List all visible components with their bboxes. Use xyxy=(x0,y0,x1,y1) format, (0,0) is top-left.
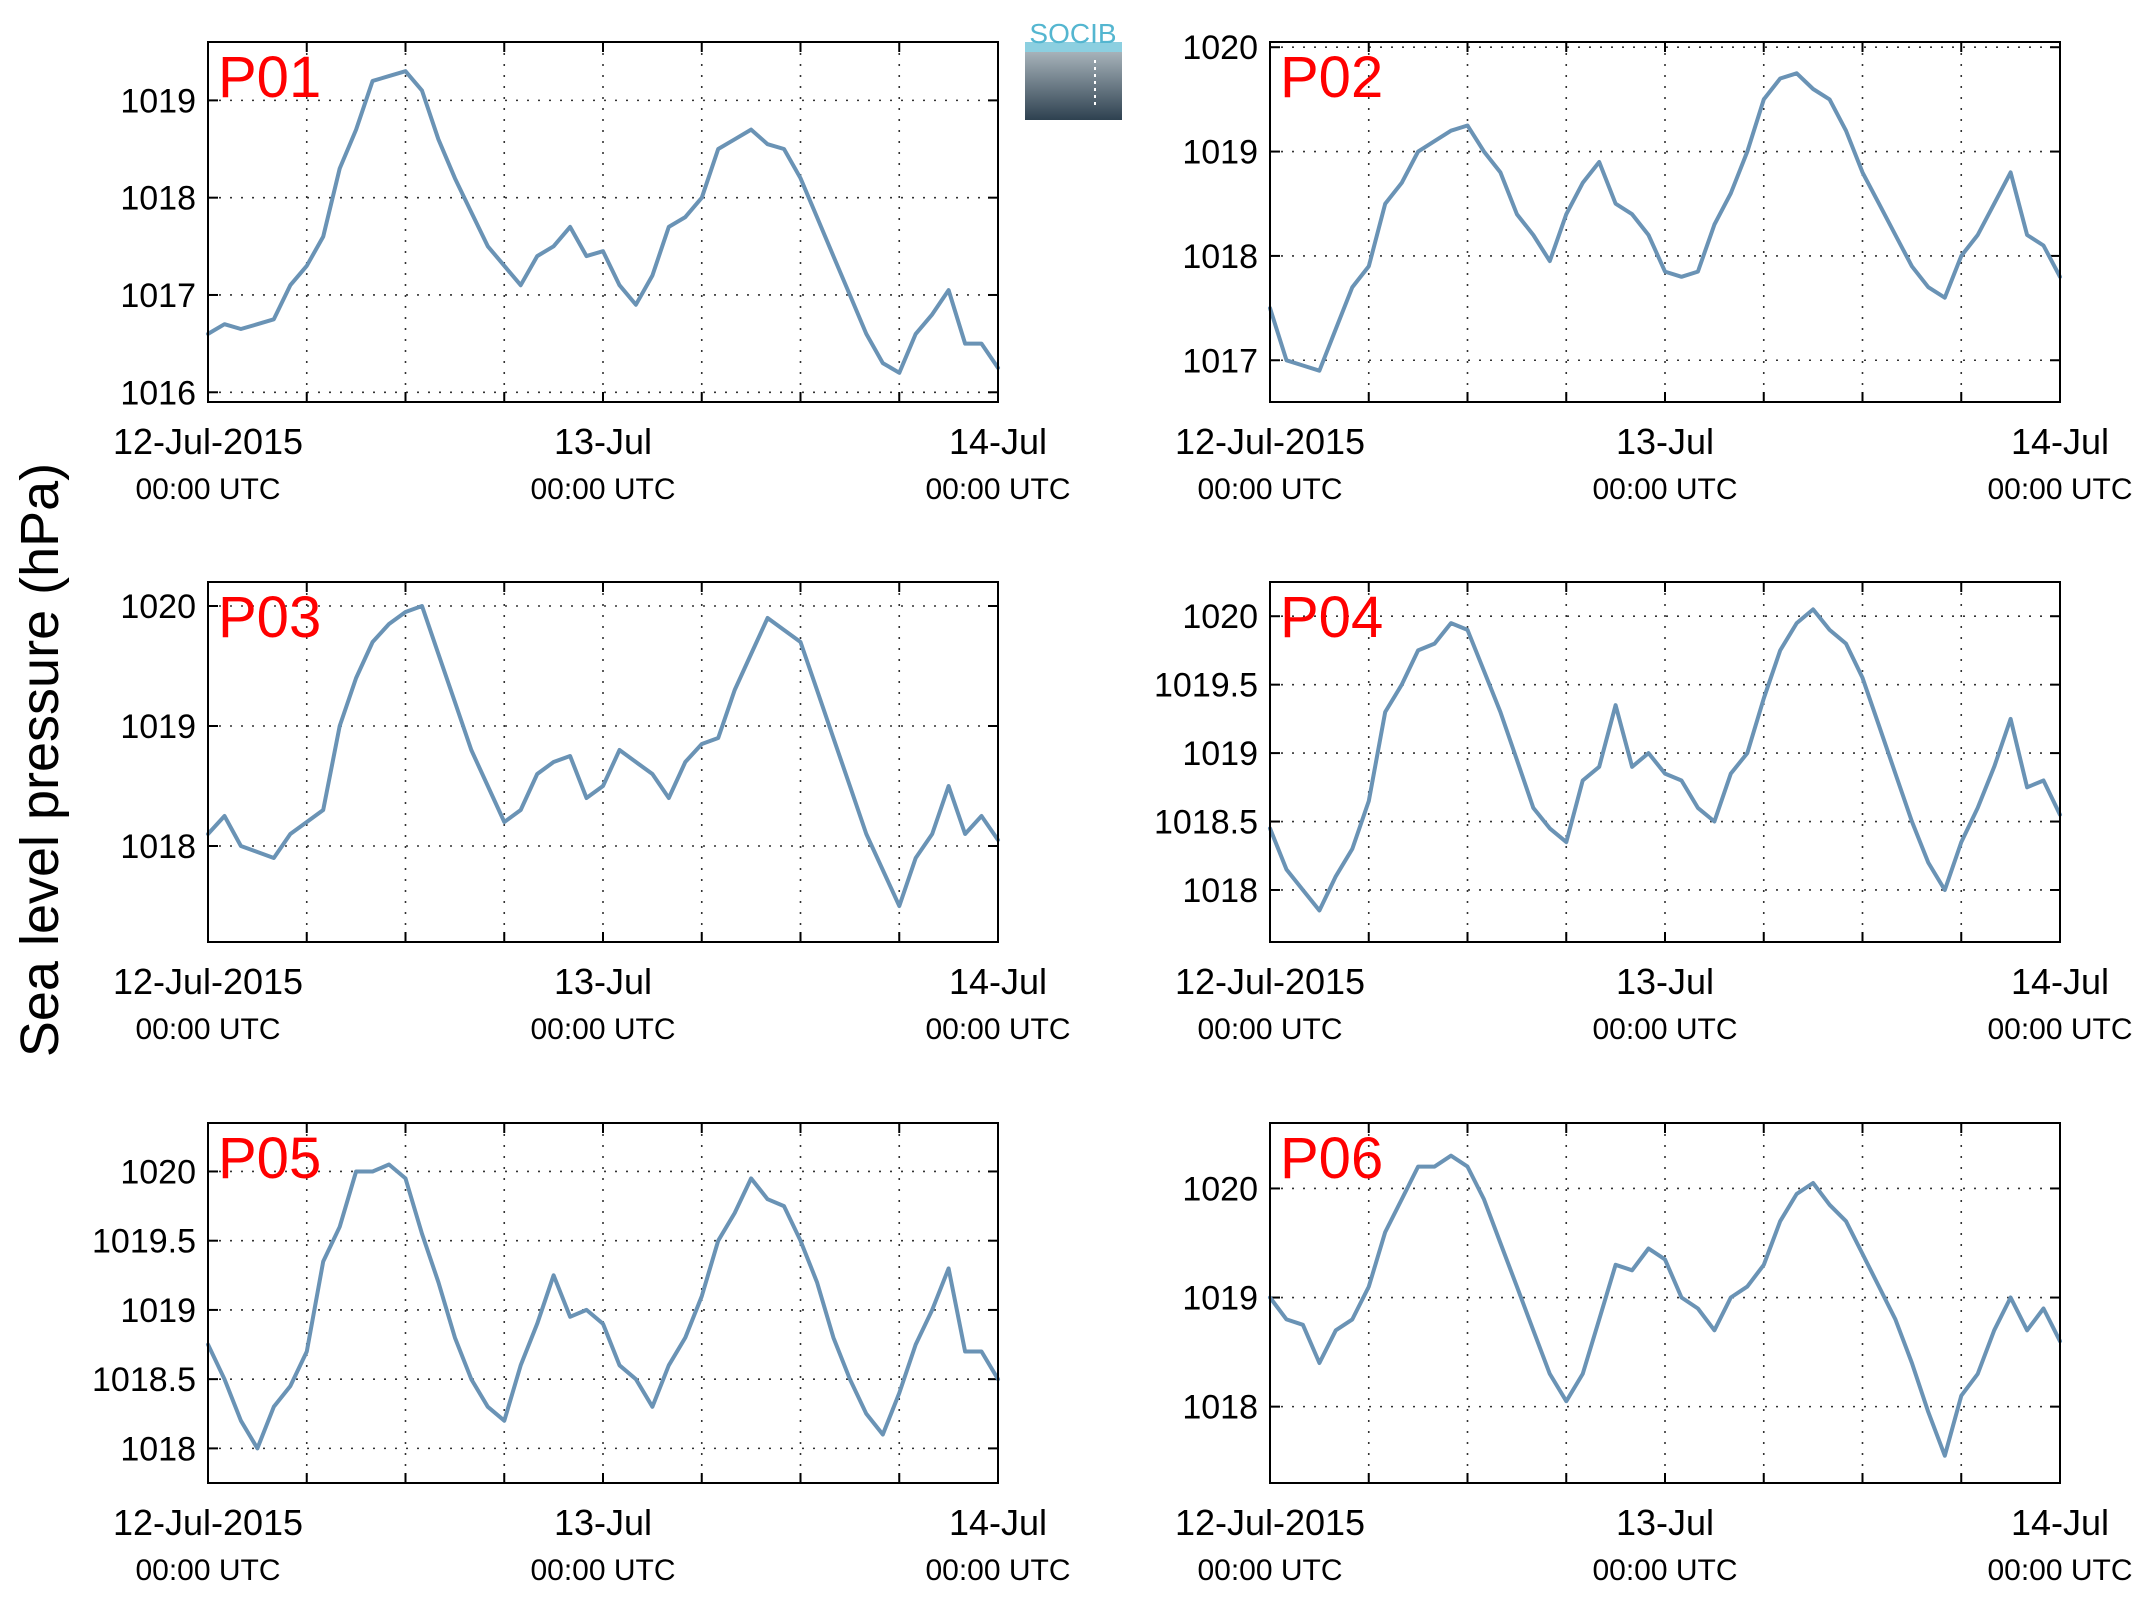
panel-label: P04 xyxy=(1280,585,1383,650)
x-tick-label-date: 14-Jul xyxy=(2011,1502,2109,1543)
series-line-p06 xyxy=(1268,1153,2062,1458)
series-line-p01 xyxy=(206,69,1000,375)
x-tick-label-time: 00:00 UTC xyxy=(530,473,675,506)
y-tick-label: 1016 xyxy=(120,374,196,412)
x-tick-label-date: 14-Jul xyxy=(949,961,1047,1002)
y-axis-label: Sea level pressure (hPa) xyxy=(10,463,70,1057)
logo-band xyxy=(1025,42,1122,52)
x-tick-label-time: 00:00 UTC xyxy=(135,1554,280,1587)
panel-p04: 1018 1018.5 1019 1019.5 1020 12-Jul-2015 00:00… xyxy=(1154,581,2133,1046)
logo-badge xyxy=(1025,42,1122,120)
y-tick-label: 1019.5 xyxy=(1154,667,1258,705)
panel-p02: 1017 1018 1019 1020 12-Jul-2015 00:00 UTC 13-J… xyxy=(1175,29,2133,506)
axes-frame xyxy=(207,581,999,943)
y-tick-label: 1018 xyxy=(1182,1389,1258,1427)
x-tick-label-date: 12-Jul-2015 xyxy=(1175,421,1365,462)
panel-p03: 1018 1019 1020 12-Jul-2015 00:00 UTC 13-Jul 00… xyxy=(113,581,1071,1046)
y-tick-label: 1020 xyxy=(1182,598,1258,636)
panel-label: P03 xyxy=(218,585,321,650)
x-tick-label-time: 00:00 UTC xyxy=(530,1554,675,1587)
x-tick-label-time: 00:00 UTC xyxy=(925,473,1070,506)
series-line-p03 xyxy=(206,604,1000,908)
panel-label: P06 xyxy=(1280,1126,1383,1191)
x-tick-label-time: 00:00 UTC xyxy=(1987,473,2132,506)
x-tick-label-time: 00:00 UTC xyxy=(1197,473,1342,506)
x-tick-label-date: 14-Jul xyxy=(2011,961,2109,1002)
socib-logo: SOCIB xyxy=(1025,18,1122,120)
series-line-p05 xyxy=(206,1162,1000,1451)
axes-frame xyxy=(1269,1122,2061,1484)
x-tick-label-date: 13-Jul xyxy=(1616,1502,1714,1543)
y-tick-label: 1019.5 xyxy=(92,1223,196,1261)
y-tick-label: 1019 xyxy=(120,708,196,746)
y-tick-label: 1018.5 xyxy=(1154,804,1258,842)
x-tick-label-date: 12-Jul-2015 xyxy=(113,1502,303,1543)
x-tick-label-time: 00:00 UTC xyxy=(925,1013,1070,1046)
x-tick-label-date: 12-Jul-2015 xyxy=(1175,961,1365,1002)
y-tick-label: 1019 xyxy=(120,1292,196,1330)
x-tick-label-time: 00:00 UTC xyxy=(135,473,280,506)
x-tick-label-date: 13-Jul xyxy=(554,1502,652,1543)
y-tick-label: 1018.5 xyxy=(92,1361,196,1399)
axes-frame xyxy=(207,41,999,403)
axes-frame xyxy=(207,1122,999,1484)
y-tick-label: 1019 xyxy=(1182,1280,1258,1318)
x-tick-label-time: 00:00 UTC xyxy=(1197,1013,1342,1046)
x-tick-label-date: 14-Jul xyxy=(949,1502,1047,1543)
x-tick-label-time: 00:00 UTC xyxy=(925,1554,1070,1587)
series-line-p04 xyxy=(1268,607,2062,913)
panel-p01: 1016 1017 1018 1019 12-Jul-2015 00:00 UTC 13-J… xyxy=(113,41,1071,506)
panel-p06: 1018 1019 1020 12-Jul-2015 00:00 UTC 13-Jul 00… xyxy=(1175,1122,2133,1587)
y-tick-label: 1020 xyxy=(120,1153,196,1191)
x-tick-label-date: 12-Jul-2015 xyxy=(1175,1502,1365,1543)
x-tick-label-time: 00:00 UTC xyxy=(1592,473,1737,506)
x-tick-label-time: 00:00 UTC xyxy=(1592,1554,1737,1587)
y-tick-label: 1020 xyxy=(1182,29,1258,67)
axes-frame xyxy=(1269,581,2061,943)
x-tick-label-time: 00:00 UTC xyxy=(530,1013,675,1046)
y-tick-label: 1018 xyxy=(1182,872,1258,910)
y-tick-label: 1017 xyxy=(1182,342,1258,380)
y-tick-label: 1018 xyxy=(120,180,196,218)
x-tick-label-date: 14-Jul xyxy=(2011,421,2109,462)
panel-label: P01 xyxy=(218,45,321,110)
x-tick-label-time: 00:00 UTC xyxy=(135,1013,280,1046)
x-tick-label-date: 12-Jul-2015 xyxy=(113,421,303,462)
x-tick-label-time: 00:00 UTC xyxy=(1987,1554,2132,1587)
panel-label: P02 xyxy=(1280,45,1383,110)
y-tick-label: 1017 xyxy=(120,277,196,315)
panel-p05: 1018 1018.5 1019 1019.5 1020 12-Jul-2015 00:00… xyxy=(92,1122,1071,1587)
x-tick-label-time: 00:00 UTC xyxy=(1197,1554,1342,1587)
x-tick-label-date: 12-Jul-2015 xyxy=(113,961,303,1002)
y-tick-label: 1019 xyxy=(1182,134,1258,172)
x-tick-label-time: 00:00 UTC xyxy=(1987,1013,2132,1046)
x-tick-label-date: 13-Jul xyxy=(1616,421,1714,462)
y-tick-label: 1020 xyxy=(1182,1170,1258,1208)
y-tick-label: 1018 xyxy=(120,828,196,866)
y-tick-label: 1019 xyxy=(1182,735,1258,773)
y-tick-label: 1018 xyxy=(120,1430,196,1468)
panel-label: P05 xyxy=(218,1126,321,1191)
x-tick-label-date: 13-Jul xyxy=(1616,961,1714,1002)
x-tick-label-date: 13-Jul xyxy=(554,961,652,1002)
series-line-p02 xyxy=(1268,71,2062,373)
x-tick-label-time: 00:00 UTC xyxy=(1592,1013,1737,1046)
axes-frame xyxy=(1269,41,2061,403)
x-tick-label-date: 13-Jul xyxy=(554,421,652,462)
y-tick-label: 1019 xyxy=(120,82,196,120)
y-tick-label: 1020 xyxy=(120,588,196,626)
x-tick-label-date: 14-Jul xyxy=(949,421,1047,462)
y-tick-label: 1018 xyxy=(1182,238,1258,276)
logo-text: SOCIB xyxy=(1029,18,1116,49)
